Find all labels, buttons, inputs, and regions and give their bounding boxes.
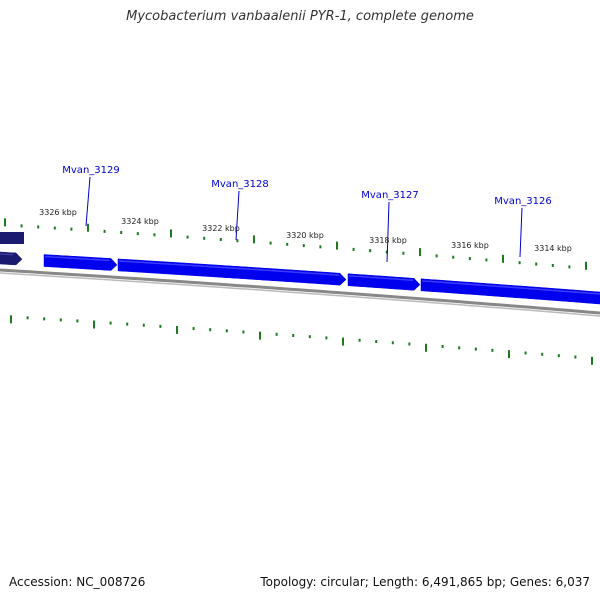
gene-track	[0, 232, 600, 305]
gene-arrow-highlight	[44, 255, 110, 262]
accession-text: Accession: NC_008726	[9, 575, 146, 589]
gene-arrow[interactable]	[0, 251, 23, 266]
gene-label-track: Mvan_3129 Mvan_3128 Mvan_3127 Mvan_3126	[62, 165, 552, 263]
genome-backbone-shadow	[0, 272, 600, 317]
genome-summary-text: Topology: circular; Length: 6,491,865 bp…	[260, 575, 590, 589]
gene-arrow-highlight	[0, 253, 14, 256]
genome-backbone	[0, 268, 600, 315]
gene-label-leader	[386, 201, 390, 263]
scale-label: 3322 kbp	[202, 224, 240, 233]
gene-arrow-highlight	[118, 260, 340, 276]
gene-label-leader	[519, 207, 523, 258]
gene-arrow[interactable]	[347, 273, 421, 291]
scale-label: 3326 kbp	[39, 208, 77, 217]
gene-arrow[interactable]	[420, 278, 600, 305]
gene-label[interactable]: Mvan_3128	[211, 179, 268, 190]
scale-label: 3316 kbp	[451, 241, 489, 250]
outer-tick-track	[4, 218, 587, 270]
scale-label: 3324 kbp	[121, 217, 159, 226]
scale-label: 3318 kbp	[369, 236, 407, 245]
gene-label[interactable]: Mvan_3129	[62, 165, 119, 176]
scale-label: 3320 kbp	[286, 231, 324, 240]
scale-label: 3314 kbp	[534, 244, 572, 253]
gene-arrow[interactable]	[117, 258, 347, 286]
inner-tick-track	[10, 315, 593, 365]
gene-arrow-highlight	[421, 280, 600, 295]
gene-label[interactable]: Mvan_3127	[361, 190, 418, 201]
gene-arrow[interactable]	[0, 232, 24, 244]
page-title: Mycobacterium vanbaalenii PYR-1, complet…	[126, 9, 474, 24]
gene-arrow-highlight	[348, 275, 414, 281]
scale-label-track: 3326 kbp 3324 kbp 3322 kbp 3320 kbp 3318 kbp…	[39, 208, 572, 253]
gene-label[interactable]: Mvan_3126	[494, 196, 551, 207]
gene-label-leader	[235, 190, 240, 241]
gene-arrow[interactable]	[43, 254, 118, 271]
gene-label-leader	[85, 176, 91, 227]
backbone-track	[0, 268, 600, 317]
